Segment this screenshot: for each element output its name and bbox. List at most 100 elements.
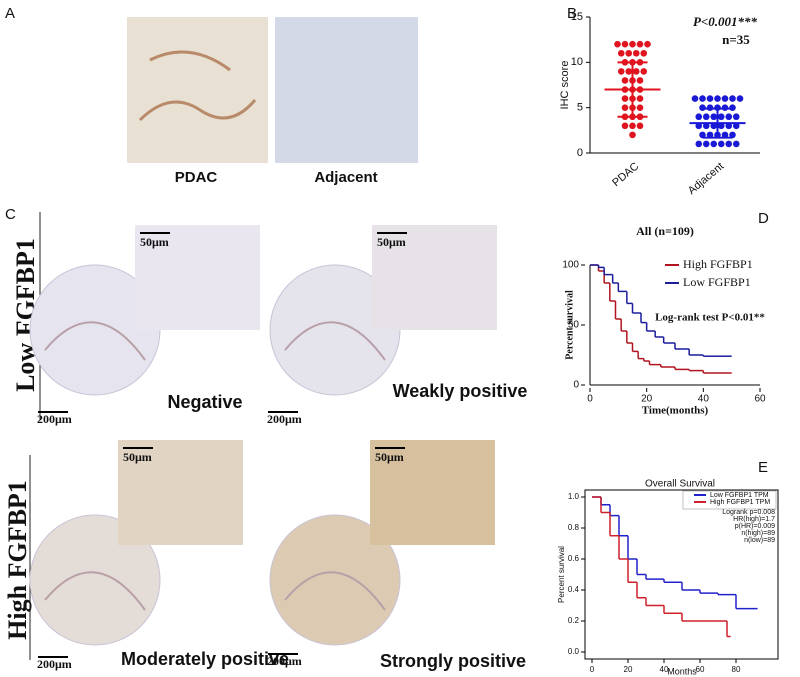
x-tick-label: 80	[732, 665, 741, 674]
histology-inset	[135, 225, 260, 330]
dot	[702, 122, 710, 130]
dot	[695, 140, 703, 148]
dot	[717, 113, 725, 121]
x-tick-label: 40	[698, 394, 710, 405]
histology-inset	[370, 440, 495, 545]
dot	[625, 49, 633, 57]
dot	[706, 131, 714, 139]
dot	[714, 95, 721, 102]
panel-letter: B	[567, 5, 577, 22]
annotation: n=35	[722, 32, 750, 47]
dot	[725, 113, 733, 121]
y-tick-label: 50	[568, 320, 580, 331]
dot	[614, 40, 621, 48]
dot	[710, 140, 718, 148]
x-tick-label: 20	[641, 394, 653, 405]
caption: PDAC	[175, 169, 218, 186]
panel-letter: E	[758, 459, 768, 476]
y-axis-label: Percent survival	[564, 290, 575, 360]
annotation: P<0.001***	[693, 14, 758, 29]
x-axis-label: Months	[667, 666, 697, 676]
dot	[621, 95, 629, 102]
dot	[717, 140, 725, 148]
caption: Moderately positive	[121, 649, 289, 669]
scale-label: 50μm	[140, 235, 169, 249]
y-tick-label: 5	[577, 102, 583, 114]
dot	[732, 113, 740, 121]
dot	[617, 49, 625, 57]
x-tick-label: 40	[660, 665, 669, 674]
dot	[621, 122, 629, 130]
dot	[617, 68, 625, 75]
dot	[632, 49, 640, 57]
dot	[636, 122, 644, 130]
dot	[721, 95, 729, 102]
y-tick-label: 0.0	[568, 647, 580, 656]
y-tick-label: 1.0	[568, 492, 580, 501]
dot	[640, 68, 648, 75]
panel-letter: A	[5, 5, 15, 22]
dot	[699, 95, 706, 102]
dot	[721, 131, 729, 139]
dot	[629, 131, 636, 139]
scale-label: 200μm	[37, 657, 72, 671]
chart-title: Overall Survival	[645, 479, 715, 490]
histology-inset	[372, 225, 497, 330]
stat-label: n(low)=89	[744, 537, 775, 544]
dot	[706, 95, 714, 102]
dot	[710, 122, 718, 130]
plot-frame	[584, 489, 779, 660]
y-tick-label: 100	[562, 260, 579, 271]
panel-letter: C	[5, 206, 16, 223]
scale-label: 200μm	[37, 412, 72, 426]
panel-letter: D	[758, 210, 769, 227]
y-axis-label: Percent survival	[557, 546, 566, 603]
dot	[717, 122, 725, 130]
y-tick-label: 0.6	[568, 554, 580, 563]
dot	[621, 40, 629, 48]
dot	[621, 77, 629, 84]
scale-label: 200μm	[267, 654, 302, 668]
x-tick-label: 60	[696, 665, 705, 674]
caption: Negative	[167, 392, 242, 412]
dot	[629, 122, 636, 130]
caption: Adjacent	[314, 169, 377, 186]
dot	[710, 113, 718, 121]
dot	[636, 77, 644, 84]
scale-label: 50μm	[377, 235, 406, 249]
legend-label: High FGFBP1	[683, 257, 753, 271]
annotation: Log-rank test P<0.01**	[655, 312, 765, 324]
legend-label: Low FGFBP1	[683, 275, 751, 289]
dot	[695, 122, 703, 130]
stat-label: HR(high)=1.7	[733, 516, 775, 523]
dot	[636, 104, 644, 111]
dot	[636, 95, 644, 102]
dot	[640, 49, 648, 57]
dot	[636, 40, 644, 48]
legend-label: High FGFBP1 TPM	[710, 499, 770, 506]
scale-label: 200μm	[267, 412, 302, 426]
y-tick-label: 15	[571, 11, 583, 23]
x-tick-label: 0	[587, 394, 593, 405]
stat-label: Logrank p=0.008	[722, 509, 775, 516]
row-label: High FGFBP1	[3, 480, 32, 640]
tissue-structure	[44, 571, 146, 611]
x-axis-label: Time(months)	[642, 405, 709, 417]
x-tick-label: 0	[590, 665, 595, 674]
y-tick-label: 0.4	[568, 585, 580, 594]
dot	[702, 113, 710, 121]
dot	[729, 95, 736, 102]
histology-overview	[269, 514, 401, 646]
histology-image	[275, 17, 418, 163]
dot	[732, 140, 740, 148]
scale-label: 50μm	[123, 450, 152, 464]
stat-label: n(high)=89	[741, 530, 775, 537]
legend-box	[682, 490, 777, 510]
tissue-structure	[138, 50, 257, 122]
dot	[644, 40, 651, 48]
scale-label: 50μm	[375, 450, 404, 464]
dot	[625, 68, 633, 75]
dot	[702, 140, 710, 148]
dot	[699, 131, 706, 139]
chart-title: All (n=109)	[636, 224, 694, 238]
